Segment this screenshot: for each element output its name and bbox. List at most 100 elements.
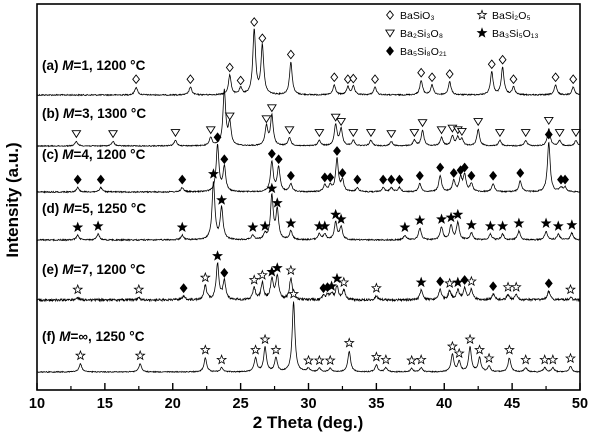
peak-marker-d-5: [247, 221, 259, 233]
peak-marker-c-4: [220, 154, 229, 165]
peak-marker-c-17: [436, 162, 445, 173]
peak-marker-a-5: [258, 33, 267, 44]
peak-marker-d-18: [452, 208, 464, 220]
peak-marker-d-19: [465, 219, 477, 230]
peak-marker-a-4: [250, 17, 259, 27]
peak-marker-e-7: [256, 269, 268, 280]
peak-marker-d-8: [271, 197, 283, 208]
series-labels-layer: (a) M=1, 1200 °C (b) M=3, 1300 °C (c) M=4,…: [42, 58, 146, 344]
peak-marker-c-20: [460, 162, 469, 173]
peak-marker-b-21: [473, 118, 484, 127]
peak-marker-c-22: [489, 170, 498, 181]
peak-marker-c-5: [267, 148, 276, 159]
peak-marker-d-2: [176, 221, 188, 233]
peak-marker-b-3: [205, 126, 216, 135]
peak-marker-f-9: [313, 354, 325, 366]
legend-label-0: BaSiO₃: [400, 10, 435, 22]
peak-marker-a-0: [132, 74, 141, 85]
x-tick-label-2: 20: [165, 396, 181, 412]
x-tick-label-0: 10: [29, 396, 45, 412]
peak-marker-f-10: [324, 354, 336, 366]
peak-marker-c-16: [415, 170, 424, 181]
peak-marker-d-22: [513, 217, 525, 228]
peak-marker-e-6: [248, 274, 260, 285]
peak-marker-e-1: [133, 283, 145, 295]
series-label-d: (d) M=5, 1250 °C: [42, 201, 146, 216]
peak-marker-b-17: [436, 126, 447, 135]
peak-marker-f-11: [343, 337, 355, 348]
peak-marker-b-14: [386, 130, 397, 139]
peak-marker-a-12: [428, 72, 436, 83]
peak-marker-f-14: [406, 354, 418, 366]
xrd-trace-d: [36, 181, 580, 242]
peak-marker-d-16: [436, 213, 448, 224]
peak-marker-c-12: [353, 174, 362, 185]
series-label-e: (e) M=7, 1200 °C: [42, 262, 146, 277]
peak-marker-a-6: [286, 49, 295, 60]
peak-marker-f-5: [259, 333, 271, 345]
peak-marker-a-14: [487, 59, 496, 70]
peak-marker-e-24: [502, 281, 514, 292]
peak-marker-f-3: [216, 354, 228, 365]
peak-marker-b-10: [330, 113, 341, 122]
peak-marker-a-18: [569, 74, 578, 85]
peak-marker-d-11: [319, 220, 331, 231]
peak-marker-f-12: [370, 351, 382, 362]
peak-marker-f-16: [446, 340, 458, 352]
peak-marker-e-5: [220, 267, 229, 278]
peak-marker-a-13: [445, 69, 454, 79]
peak-marker-f-8: [303, 354, 314, 366]
peak-marker-e-13: [326, 280, 338, 291]
peak-marker-b-11: [336, 118, 347, 127]
legend-marker-2: [384, 29, 396, 38]
x-tick-label-6: 40: [436, 396, 452, 412]
peak-marker-d-3: [207, 168, 219, 179]
peak-marker-e-4: [212, 250, 224, 261]
peak-marker-b-22: [494, 129, 505, 138]
peak-marker-f-18: [464, 333, 476, 345]
peak-marker-b-16: [417, 119, 428, 128]
markers-layer: [71, 17, 581, 366]
peak-marker-f-4: [250, 344, 262, 355]
peak-marker-a-16: [509, 74, 518, 85]
peak-marker-c-1: [96, 174, 105, 185]
peak-marker-f-6: [270, 344, 282, 355]
peak-marker-e-20: [452, 276, 464, 288]
peak-marker-b-15: [409, 129, 420, 138]
peak-marker-a-15: [498, 54, 507, 65]
peak-marker-f-22: [520, 354, 532, 365]
peak-marker-c-26: [561, 174, 570, 185]
peak-marker-b-7: [266, 104, 277, 113]
peak-marker-c-13: [379, 174, 388, 185]
peak-marker-c-2: [178, 174, 187, 185]
peak-marker-c-8: [320, 172, 329, 183]
peak-marker-c-6: [274, 154, 283, 165]
peak-marker-f-13: [380, 354, 392, 365]
peak-marker-e-19: [444, 277, 456, 289]
xrd-trace-e: [36, 262, 581, 303]
peak-marker-e-15: [338, 276, 350, 288]
peak-marker-d-15: [414, 214, 426, 226]
peak-marker-b-13: [365, 129, 376, 138]
peak-marker-f-2: [199, 344, 211, 355]
peak-marker-a-3: [236, 75, 245, 86]
peak-marker-e-10: [285, 264, 297, 276]
peak-marker-d-4: [216, 194, 228, 205]
x-tick-label-5: 35: [368, 396, 384, 412]
legend-label-1: BaSi₂O₅: [492, 10, 531, 22]
x-axis-label: 2 Theta (deg.): [253, 413, 364, 432]
legend-label-2: Ba₂Si₃O₈: [400, 28, 443, 40]
x-axis-ticks: 10 15 20 25 30 35 40 45 50: [29, 383, 588, 412]
peak-marker-d-25: [566, 219, 578, 230]
peak-marker-c-11: [338, 168, 347, 178]
peak-marker-e-22: [465, 275, 477, 287]
legend-marker-0: [386, 10, 394, 20]
x-tick-label-7: 45: [504, 396, 520, 412]
peak-marker-f-24: [547, 354, 559, 365]
x-tick-label-4: 30: [300, 396, 316, 412]
peak-marker-d-12: [330, 208, 342, 220]
legend: BaSiO₃ BaSi₂O₅ Ba₂Si₃O₈ Ba₃Si₅O₁₃ Ba₅Si₈O₂₁: [384, 9, 539, 58]
series-label-f: (f) M=∞, 1250 °C: [42, 329, 145, 344]
